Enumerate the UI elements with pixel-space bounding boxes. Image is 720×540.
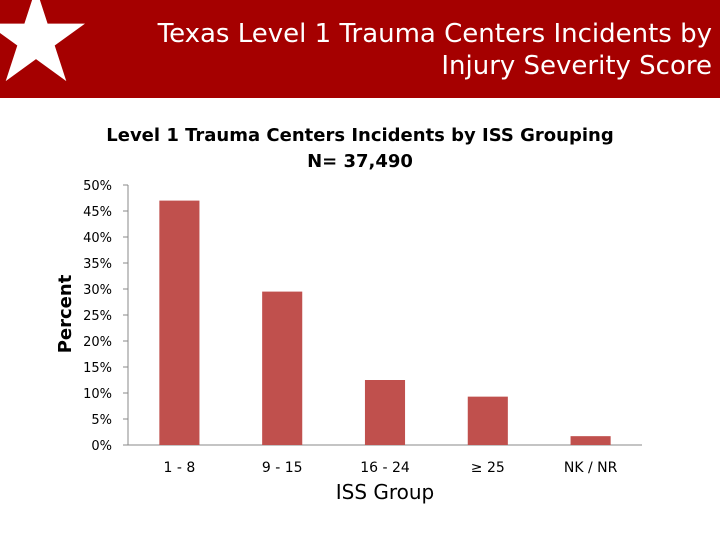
x-tick-label: ≥ 25 (471, 460, 505, 476)
slide-title: Texas Level 1 Trauma Centers Incidents b… (152, 18, 712, 82)
y-tick-label: 25% (83, 309, 112, 324)
chart-title: Level 1 Trauma Centers Incidents by ISS … (106, 125, 613, 146)
x-tick-label: 1 - 8 (164, 460, 196, 476)
x-tick-label: NK / NR (564, 460, 618, 476)
y-tick-label: 15% (83, 361, 112, 376)
y-tick-label: 50% (83, 179, 112, 194)
y-tick-label: 5% (91, 413, 112, 428)
slide-title-line-1: Texas Level 1 Trauma Centers Incidents b… (157, 19, 712, 49)
star-icon (0, 0, 85, 82)
y-tick-label: 30% (83, 283, 112, 298)
x-tick-label: 9 - 15 (262, 460, 303, 476)
bar-chart: Level 1 Trauma Centers Incidents by ISS … (55, 125, 642, 504)
slide-title-line-2: Injury Severity Score (441, 51, 712, 81)
bar (159, 200, 200, 445)
x-axis-ticks: 1 - 8 9 - 15 16 - 24 ≥ 25 NK / NR (164, 460, 618, 476)
bar (467, 396, 508, 445)
bar (364, 380, 406, 445)
bar (570, 436, 611, 445)
y-tick-label: 0% (91, 439, 112, 454)
y-tick-label: 20% (83, 335, 112, 350)
y-tick-label: 10% (83, 387, 112, 402)
y-tick-label: 35% (83, 257, 112, 272)
bars (159, 200, 611, 445)
y-tick-label: 40% (83, 231, 112, 246)
y-tick-label: 45% (83, 205, 112, 220)
chart-subtitle: N= 37,490 (307, 151, 413, 172)
x-tick-label: 16 - 24 (360, 460, 410, 476)
x-axis-label: ISS Group (336, 480, 435, 504)
bar (262, 291, 303, 445)
y-axis-label: Percent (55, 274, 76, 353)
y-axis-ticks: 0% 5% 10% 15% 20% 25% 30% 35% 40% 45% 50% (83, 179, 128, 454)
title-banner: Texas Level 1 Trauma Centers Incidents b… (0, 0, 720, 98)
